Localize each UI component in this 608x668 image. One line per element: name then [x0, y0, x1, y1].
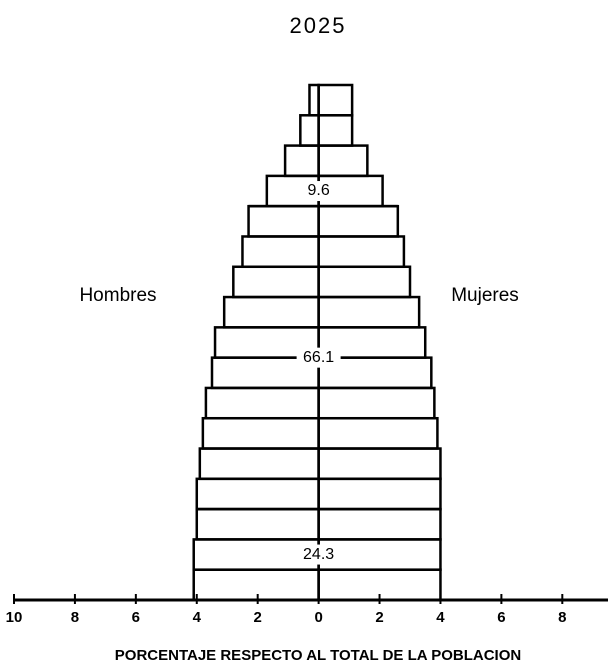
bar	[204, 386, 320, 420]
x-tick-label: 8	[558, 609, 566, 626]
bar	[241, 235, 320, 269]
bar	[317, 235, 406, 269]
bar	[317, 295, 421, 329]
bar	[317, 114, 354, 147]
series-label: Mujeres	[451, 285, 519, 306]
bar	[195, 507, 320, 541]
label-bg	[296, 181, 341, 202]
x-tick-label: 0	[314, 609, 322, 626]
x-axis-label: PORCENTAJE RESPECTO AL TOTAL DE LA POBLA…	[115, 647, 521, 664]
series-label: Hombres	[79, 285, 156, 306]
x-tick-label: 10	[6, 609, 23, 626]
bar	[283, 144, 320, 178]
bar	[317, 507, 442, 541]
bar	[317, 386, 436, 420]
bar	[222, 295, 320, 329]
bar	[192, 568, 320, 602]
bar	[201, 416, 320, 450]
bar	[317, 447, 442, 481]
x-tick-label: 8	[71, 609, 79, 626]
bar	[317, 477, 442, 511]
bar	[308, 83, 320, 117]
group-label: 9.6	[307, 182, 329, 199]
bar	[317, 265, 412, 299]
x-tick-label: 2	[254, 609, 262, 626]
label-bg	[296, 347, 341, 368]
bar	[299, 114, 320, 147]
bar	[195, 477, 320, 511]
x-tick-label: 4	[193, 609, 202, 626]
bar	[317, 144, 369, 178]
bar	[317, 83, 354, 117]
x-tick-label: 2	[375, 609, 383, 626]
x-tick-label: 6	[497, 609, 505, 626]
group-label: 66.1	[303, 349, 334, 366]
chart-title: 2025	[290, 13, 347, 38]
bar	[232, 265, 320, 299]
x-tick-label: 4	[436, 609, 445, 626]
bar	[317, 204, 400, 238]
bar	[317, 416, 439, 450]
group-label: 24.3	[303, 546, 334, 563]
bar	[198, 447, 320, 481]
x-tick-label: 6	[132, 609, 140, 626]
label-bg	[296, 544, 341, 565]
bar	[247, 204, 320, 238]
